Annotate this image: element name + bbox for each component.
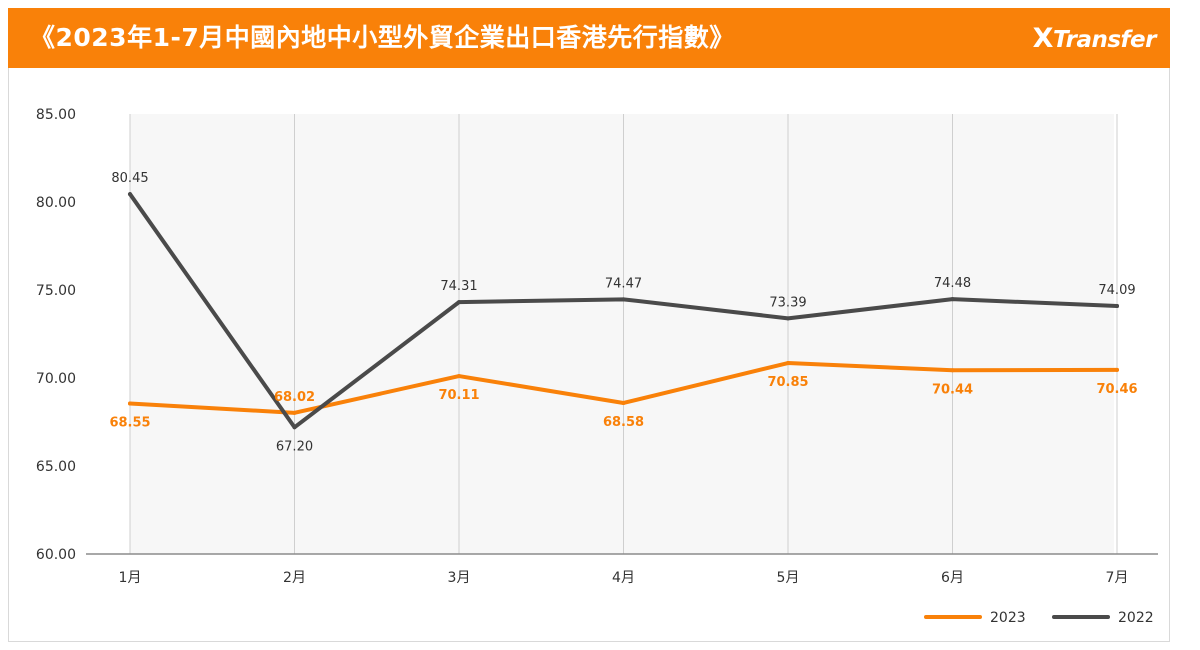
brand-logo-x: X bbox=[1032, 23, 1054, 54]
brand-logo: XTransfer bbox=[1032, 23, 1157, 54]
header-bar: 《2023年1-7月中國內地中小型外貿企業出口香港先行指數》 XTransfer bbox=[8, 8, 1170, 68]
brand-logo-text: Transfer bbox=[1052, 27, 1157, 53]
chart-title: 《2023年1-7月中國內地中小型外貿企業出口香港先行指數》 bbox=[30, 23, 735, 52]
chart-card bbox=[8, 8, 1170, 642]
